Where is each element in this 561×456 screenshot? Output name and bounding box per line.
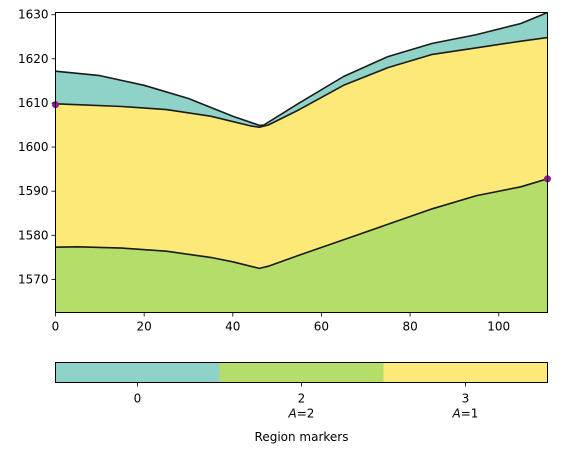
y-tick-label: 1620 bbox=[18, 52, 49, 66]
y-tick-label: 1610 bbox=[18, 96, 49, 110]
y-tick-label: 1600 bbox=[18, 140, 49, 154]
y-tick-label: 1580 bbox=[18, 228, 49, 242]
colorbar-tick-label: 2 bbox=[298, 392, 306, 406]
colorbar: 0 2A=2 3A=1 bbox=[55, 362, 548, 421]
colorbar-tick-label: 0 bbox=[134, 392, 142, 406]
colorbar-tick-label: 3 bbox=[462, 392, 470, 406]
x-tick-label: 0 bbox=[52, 320, 60, 334]
x-tick-label: 20 bbox=[137, 320, 152, 334]
colorbar-segment-0 bbox=[55, 362, 220, 383]
y-tick-label: 1630 bbox=[18, 8, 49, 22]
boundary-lower-interface bbox=[55, 178, 548, 270]
y-tick-label: 1590 bbox=[18, 184, 49, 198]
boundary-surface bbox=[55, 12, 548, 127]
x-tick-label: 40 bbox=[225, 320, 240, 334]
colorbar-segment-2 bbox=[219, 362, 384, 383]
axes-frame bbox=[55, 12, 548, 313]
colorbar-tick-sublabel: A=2 bbox=[288, 407, 315, 421]
colorbar-segment-3 bbox=[383, 362, 548, 383]
x-tick-label: 60 bbox=[314, 320, 329, 334]
plot-area: 0 20 40 60 80 100 1570 1580 1590 1600 1610 1620 1630 bbox=[18, 8, 551, 334]
y-tick-label: 1570 bbox=[18, 272, 49, 286]
colorbar-frame bbox=[55, 362, 548, 383]
colorbar-tick-sublabel: A=1 bbox=[452, 407, 479, 421]
colorbar-label: Region markers bbox=[255, 430, 349, 444]
regions-layer bbox=[55, 12, 548, 313]
x-tick-label: 80 bbox=[402, 320, 417, 334]
boundary-upper-interface bbox=[55, 36, 548, 128]
x-tick-label: 100 bbox=[487, 320, 510, 334]
